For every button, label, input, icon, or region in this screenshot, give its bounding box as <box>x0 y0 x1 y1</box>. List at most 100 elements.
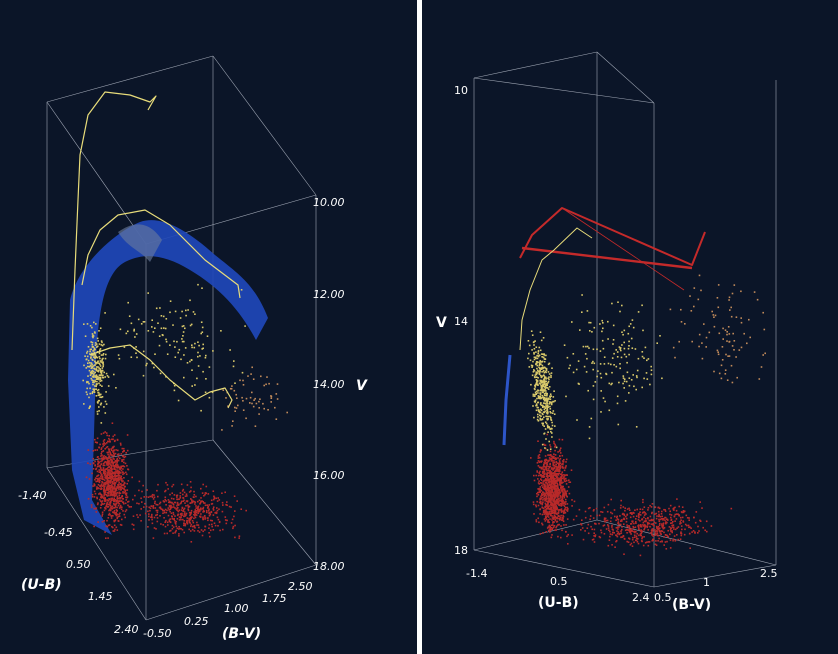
main-sequence-star-point <box>654 529 656 531</box>
main-sequence-star-point <box>551 512 554 514</box>
main-sequence-star-point <box>121 495 124 497</box>
main-sequence-star-point <box>614 546 616 548</box>
red-isochrone-track <box>561 207 685 291</box>
main-sequence-star-point <box>638 528 640 530</box>
main-sequence-star-point <box>110 465 113 468</box>
main-sequence-star-point <box>546 472 548 475</box>
main-sequence-star-point <box>547 503 549 505</box>
main-sequence-star-point <box>547 512 549 515</box>
main-sequence-star-point <box>561 490 563 492</box>
main-sequence-star-point <box>106 488 108 491</box>
main-sequence-star-point <box>95 508 97 510</box>
main-sequence-star-point <box>194 516 197 519</box>
main-sequence-star-point <box>575 515 578 517</box>
giant-star-point <box>716 349 719 352</box>
main-sequence-star-point <box>96 456 99 459</box>
main-sequence-star-point <box>587 523 590 526</box>
main-sequence-star-point <box>114 519 117 521</box>
giant-star-point <box>540 419 543 421</box>
giant-star-point <box>89 350 91 353</box>
giant-star-point <box>563 344 566 346</box>
giant-star-point <box>533 376 536 378</box>
main-sequence-star-point <box>100 496 102 499</box>
giant-star-point <box>594 381 597 383</box>
main-sequence-star-point <box>123 477 125 479</box>
giant-star-point <box>540 409 543 412</box>
giant-star-point <box>160 327 163 330</box>
main-sequence-star-point <box>172 511 175 514</box>
giant-star-point <box>650 373 653 376</box>
main-sequence-star-point <box>552 504 555 507</box>
main-sequence-star-point <box>553 460 555 462</box>
giant-star-point <box>551 428 553 430</box>
giant-star-point <box>550 416 552 419</box>
main-sequence-star-point <box>563 475 565 478</box>
main-sequence-star-point <box>537 504 540 507</box>
main-sequence-star-point <box>126 496 128 499</box>
main-sequence-star-point <box>544 505 546 508</box>
main-sequence-star-point <box>551 510 554 513</box>
main-sequence-star-point <box>605 519 608 522</box>
giant-star-point <box>276 383 279 385</box>
main-sequence-star-point <box>560 477 563 479</box>
main-sequence-star-point <box>184 515 187 517</box>
main-sequence-star-point <box>552 467 555 470</box>
main-sequence-star-point <box>558 463 560 465</box>
giant-star-point <box>92 359 94 361</box>
main-sequence-star-point <box>111 447 114 449</box>
giant-star-point <box>113 373 115 376</box>
main-sequence-star-point <box>119 523 122 526</box>
main-sequence-star-point <box>547 526 550 528</box>
giant-star-point <box>99 403 102 406</box>
main-sequence-star-point <box>661 530 664 532</box>
main-sequence-star-point <box>169 518 171 520</box>
main-sequence-star-point <box>118 500 121 502</box>
giant-star-point <box>617 423 620 426</box>
main-sequence-star-point <box>612 531 614 534</box>
main-sequence-star-point <box>206 504 208 506</box>
giant-star-point <box>540 367 543 369</box>
giant-star-point <box>531 334 534 336</box>
giant-star-point <box>104 400 107 403</box>
main-sequence-star-point <box>674 540 677 542</box>
main-sequence-star-point <box>619 523 621 526</box>
main-sequence-star-point <box>127 501 129 503</box>
main-sequence-star-point <box>542 476 545 478</box>
giant-star-point <box>601 319 603 322</box>
main-sequence-star-point <box>535 505 538 508</box>
main-sequence-star-point <box>95 507 98 509</box>
main-sequence-star-point <box>548 521 550 523</box>
main-sequence-star-point <box>123 491 126 494</box>
main-sequence-star-point <box>143 496 145 498</box>
giant-star-point <box>543 366 546 369</box>
main-sequence-star-point <box>187 504 189 506</box>
main-sequence-star-point <box>101 480 103 483</box>
main-sequence-star-point <box>677 526 680 528</box>
giant-star-point <box>543 354 546 356</box>
giant-star-point <box>669 308 672 311</box>
main-sequence-star-point <box>146 489 148 491</box>
main-sequence-star-point <box>550 454 552 456</box>
main-sequence-star-point <box>113 455 115 457</box>
main-sequence-star-point <box>623 553 625 555</box>
giant-star-point <box>254 397 256 400</box>
giant-star-point <box>705 346 707 348</box>
main-sequence-star-point <box>193 517 195 520</box>
main-sequence-star-point <box>103 469 105 472</box>
main-sequence-star-point <box>113 445 115 448</box>
main-sequence-star-point <box>553 464 556 467</box>
main-sequence-star-point <box>550 506 553 509</box>
main-sequence-star-point <box>117 479 119 482</box>
main-sequence-star-point <box>652 519 655 521</box>
main-sequence-star-point <box>164 496 167 499</box>
main-sequence-star-point <box>97 460 99 462</box>
giant-star-point <box>543 398 545 400</box>
giant-star-point <box>544 383 546 385</box>
giant-star-point <box>93 381 95 384</box>
main-sequence-star-point <box>543 485 546 488</box>
main-sequence-star-point <box>667 519 669 521</box>
giant-star-point <box>91 335 94 338</box>
main-sequence-star-point <box>204 515 206 517</box>
main-sequence-star-point <box>155 514 157 517</box>
main-sequence-star-point <box>561 488 564 491</box>
